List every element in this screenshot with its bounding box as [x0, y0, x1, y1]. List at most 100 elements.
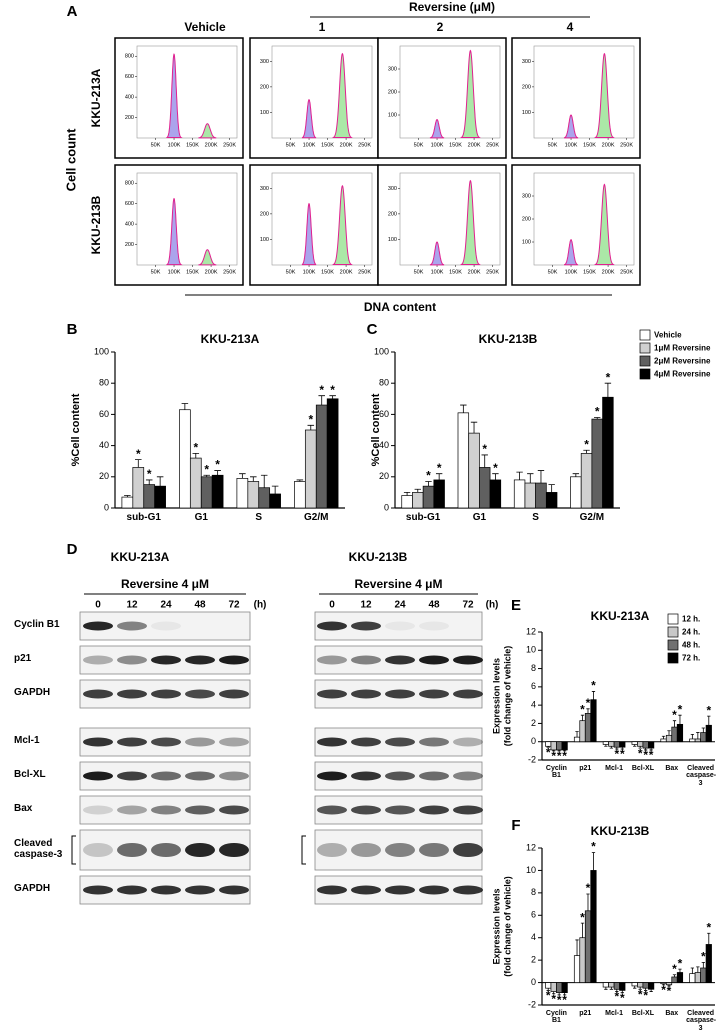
bar	[584, 910, 592, 983]
protein-label: p21	[14, 653, 32, 664]
band	[351, 843, 381, 857]
time-label: 0	[329, 600, 335, 611]
x-tick-label: 100K	[431, 142, 444, 148]
error-bar	[644, 748, 648, 751]
column-label: Vehicle	[184, 20, 226, 34]
x-tick-label: 50K	[151, 269, 161, 275]
x-tick-label: 100K	[168, 269, 181, 275]
band	[317, 843, 347, 857]
band	[219, 737, 249, 747]
error-bar	[696, 966, 700, 973]
significance-mark: *	[557, 993, 562, 1007]
error-bar	[591, 691, 596, 700]
bar	[591, 418, 603, 509]
error-bar	[296, 479, 304, 482]
time-label: 72	[228, 600, 240, 611]
y-tick-label: 80	[99, 378, 109, 388]
error-bar	[580, 714, 585, 721]
error-bar	[667, 730, 671, 736]
significance-mark: *	[426, 469, 431, 483]
peak	[459, 49, 481, 138]
band	[317, 621, 347, 631]
band	[351, 885, 381, 895]
legend-swatch	[639, 342, 651, 354]
x-tick-label: G2/M	[579, 512, 605, 523]
bar	[705, 724, 712, 743]
band	[83, 621, 113, 631]
y-axis-label: (fold change of vehicle)	[502, 646, 512, 747]
x-tick-label: Cyclin B1	[545, 1010, 567, 1025]
bar	[412, 492, 424, 509]
legend-label: 24 h.	[682, 628, 700, 637]
error-bar	[250, 476, 257, 482]
error-bar	[609, 746, 613, 749]
time-label: 0	[95, 600, 101, 611]
time-label: 48	[428, 600, 440, 611]
band	[419, 689, 449, 699]
legend-label: 48 h.	[682, 641, 700, 650]
error-bar	[181, 403, 189, 410]
bar	[326, 398, 339, 509]
x-tick-label: 250K	[620, 269, 633, 275]
significance-mark: *	[620, 747, 625, 761]
y-tick-label: 2	[531, 718, 536, 728]
bar	[513, 479, 526, 509]
x-tick-label: 250K	[486, 142, 499, 148]
y-tick-label: 400	[125, 95, 134, 101]
error-bar	[707, 932, 711, 945]
band	[83, 885, 113, 895]
bar	[200, 476, 213, 509]
y-tick-label: 4	[531, 932, 536, 942]
error-bar	[707, 715, 711, 726]
y-tick-label: 60	[99, 409, 109, 419]
protein-label: Bcl-XL	[14, 769, 46, 780]
x-tick-label: 200K	[205, 142, 218, 148]
error-bar	[604, 744, 608, 747]
y-tick-label: 300	[260, 59, 269, 65]
panel-letter: B	[67, 321, 78, 338]
plot-area	[399, 45, 501, 139]
y-tick-label: 200	[125, 242, 134, 248]
bar	[524, 482, 536, 509]
band	[385, 885, 415, 895]
x-tick-label: p21	[579, 1010, 592, 1017]
x-tick-label: 200K	[468, 269, 481, 275]
band	[453, 805, 483, 815]
bar	[694, 972, 701, 983]
x-tick-label: 150K	[449, 142, 462, 148]
x-tick-label: G1	[194, 512, 208, 523]
x-tick-label: G2/M	[304, 512, 329, 523]
bracket	[71, 835, 76, 865]
band	[317, 805, 347, 815]
significance-mark: *	[701, 950, 706, 964]
bar	[631, 741, 638, 745]
band	[453, 885, 483, 895]
y-tick-label: 2	[531, 955, 536, 965]
error-bar	[620, 747, 624, 750]
error-bar	[690, 967, 695, 974]
error-bar	[271, 485, 279, 494]
y-axis-label: %Cell content	[370, 393, 382, 466]
error-bar	[156, 476, 164, 487]
significance-mark: *	[562, 749, 567, 763]
x-tick-label: Cleaved caspase-3	[686, 765, 717, 787]
error-bar	[661, 983, 666, 986]
band	[385, 689, 415, 699]
legend-swatch	[639, 368, 651, 380]
error-bar	[661, 735, 666, 739]
protein-label: Bax	[14, 803, 33, 814]
error-bar	[481, 454, 488, 468]
bar	[143, 484, 156, 509]
error-bar	[583, 449, 590, 454]
bar	[315, 404, 328, 509]
significance-mark: *	[678, 702, 683, 716]
peak	[331, 184, 353, 265]
y-tick-label: 100	[522, 239, 531, 245]
band	[219, 805, 249, 815]
header: Reversine (μM)	[409, 0, 495, 14]
significance-mark: *	[136, 447, 141, 461]
time-label: 24	[160, 600, 172, 611]
plot-area	[271, 45, 373, 139]
bar	[608, 982, 615, 988]
y-axis-label: Expression levels	[491, 658, 501, 734]
